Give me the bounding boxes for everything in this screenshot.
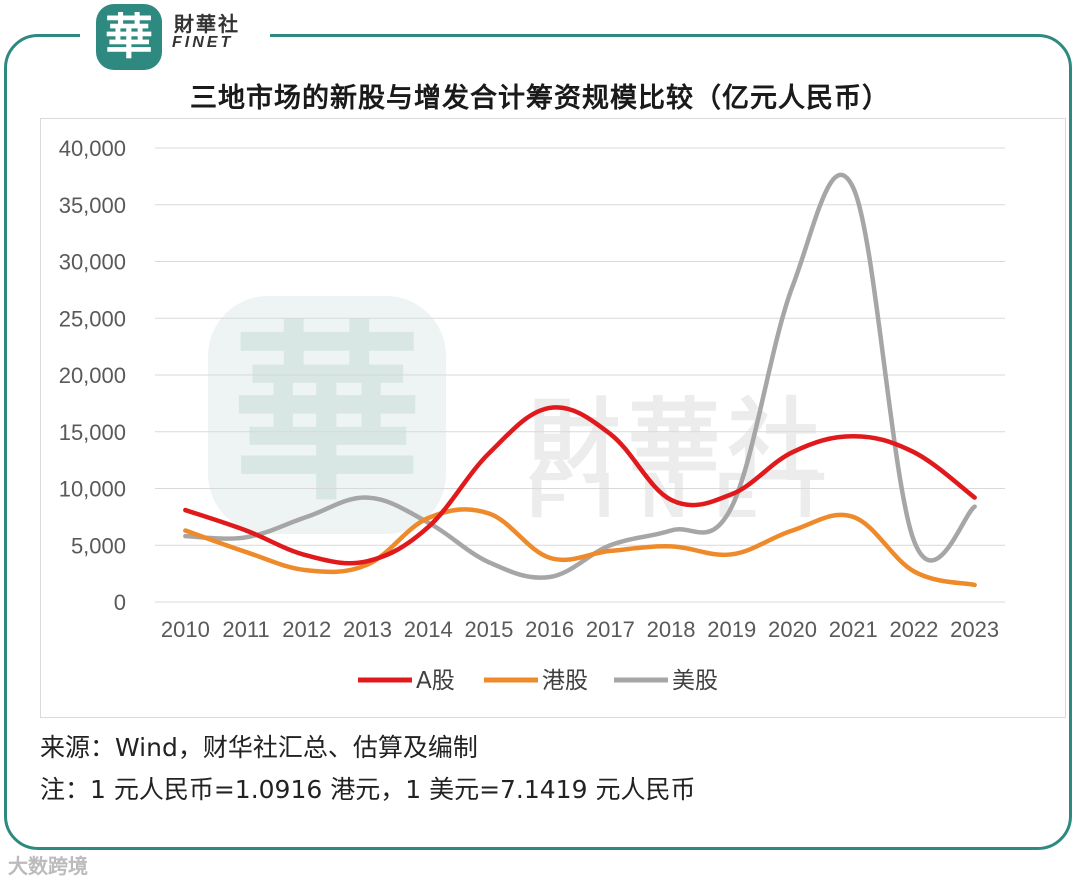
series-line-a-share <box>183 405 977 566</box>
y-tick-label: 30,000 <box>59 250 126 275</box>
x-tick-label: 2015 <box>464 617 513 642</box>
x-tick-label: 2016 <box>525 617 574 642</box>
x-tick-label: 2013 <box>343 617 392 642</box>
x-tick-label: 2014 <box>404 617 453 642</box>
watermark-text-cn: 財華社 <box>528 389 829 496</box>
legend-label: 美股 <box>672 668 718 694</box>
y-tick-label: 25,000 <box>59 306 126 331</box>
source-note: 来源：Wind，财华社汇总、估算及编制 <box>40 733 478 762</box>
chart-plot-area <box>40 118 1066 718</box>
series-line-hk-share <box>183 507 977 588</box>
y-tick-label: 5,000 <box>71 533 126 558</box>
series-line-us-share <box>183 172 977 580</box>
x-tick-label: 2020 <box>768 617 817 642</box>
exchange-rate-note: 注：1 元人民币=1.0916 港元，1 美元=7.1419 元人民币 <box>40 775 696 804</box>
footer-watermark: 大数跨境 <box>8 854 88 878</box>
x-tick-label: 2022 <box>889 617 938 642</box>
x-tick-label: 2012 <box>282 617 331 642</box>
legend-label: A股 <box>416 668 455 694</box>
watermark-seal <box>208 296 446 534</box>
finet-logo-icon: 華 <box>96 4 162 70</box>
brand-name-en: FINET <box>172 34 234 51</box>
x-tick-label: 2017 <box>586 617 635 642</box>
chart-title: 三地市场的新股与增发合计筹资规模比较（亿元人民币） <box>190 83 890 114</box>
card-frame <box>4 34 1072 850</box>
x-tick-label: 2019 <box>707 617 756 642</box>
watermark-text-en: FINET <box>528 459 853 531</box>
y-tick-label: 20,000 <box>59 363 126 388</box>
x-tick-label: 2023 <box>950 617 999 642</box>
y-tick-label: 35,000 <box>59 193 126 218</box>
x-tick-label: 2018 <box>647 617 696 642</box>
x-tick-label: 2021 <box>829 617 878 642</box>
y-tick-label: 40,000 <box>59 136 126 161</box>
legend-label: 港股 <box>542 668 588 694</box>
x-tick-label: 2010 <box>161 617 210 642</box>
brand-name-cn: 財華社 <box>174 12 240 36</box>
y-tick-label: 0 <box>114 590 126 615</box>
y-tick-label: 10,000 <box>59 477 126 502</box>
y-tick-label: 15,000 <box>59 420 126 445</box>
x-tick-label: 2011 <box>222 617 269 642</box>
